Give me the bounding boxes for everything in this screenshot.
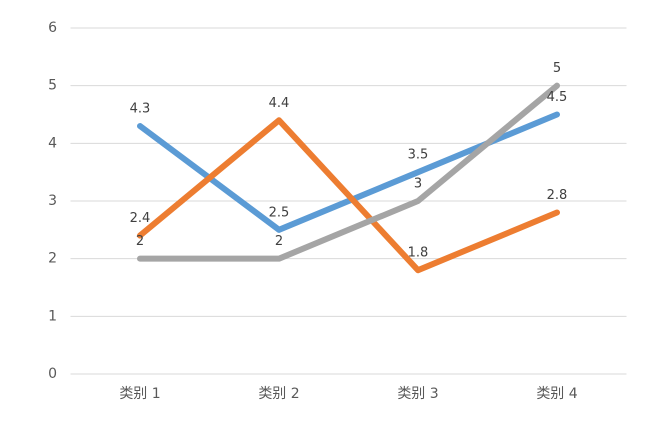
y-tick-label: 4: [48, 135, 57, 151]
y-tick-label: 5: [48, 78, 57, 94]
data-label: 4.3: [130, 102, 151, 117]
data-label: 4.4: [269, 96, 290, 111]
data-label: 5: [553, 61, 561, 76]
x-tick-label: 类别 1: [119, 386, 160, 402]
data-label: 4.5: [547, 90, 568, 105]
x-tick-label: 类别 2: [258, 386, 299, 402]
series-line: [137, 82, 560, 262]
series-line: [137, 117, 560, 274]
y-tick-label: 2: [48, 251, 57, 267]
data-label: 2: [275, 234, 283, 249]
y-tick-label: 0: [48, 366, 57, 382]
y-tick-label: 1: [48, 308, 57, 324]
y-tick-label: 3: [48, 193, 57, 209]
data-label: 2: [136, 234, 144, 249]
y-tick-label: 6: [48, 20, 57, 36]
x-tick-label: 类别 4: [536, 386, 577, 402]
data-label: 1.8: [408, 246, 429, 261]
data-label: 2.8: [547, 188, 568, 203]
data-label: 2.5: [269, 205, 290, 220]
series-line: [137, 111, 560, 233]
data-label: 2.4: [130, 211, 151, 226]
data-label: 3.5: [408, 148, 429, 163]
x-tick-label: 类别 3: [397, 386, 438, 402]
data-label: 3: [414, 177, 422, 192]
